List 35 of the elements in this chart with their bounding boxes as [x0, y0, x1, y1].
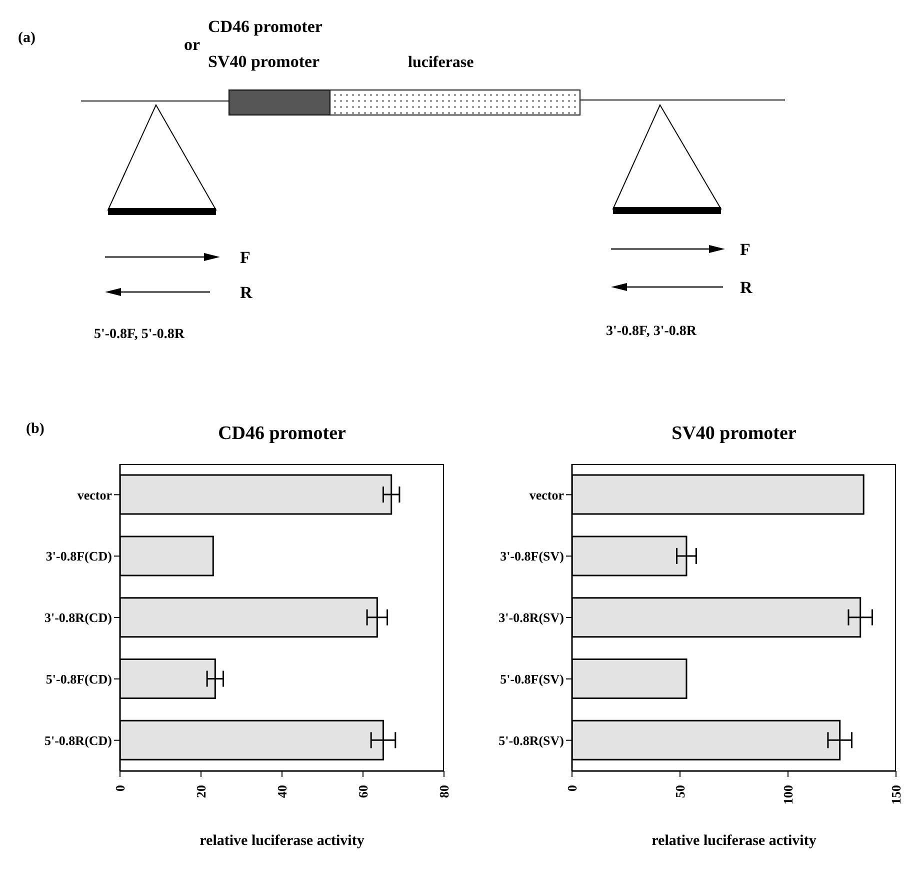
x-tick-label: 60: [356, 785, 370, 798]
y-tick-label: 5'-0.8F(CD): [46, 672, 112, 687]
text: 3'-0.8F, 3'-0.8R: [606, 324, 698, 339]
x-tick-label: 0: [112, 785, 128, 792]
x-tick-label: 20: [194, 785, 208, 798]
y-tick-label: vector: [529, 487, 564, 502]
y-tick-label: 5'-0.8R(CD): [44, 732, 112, 748]
y-tick-label: 3'-0.8F(SV): [500, 548, 564, 564]
text: F: [240, 248, 250, 267]
chart-title: CD46 promoter: [217, 423, 347, 445]
text: luciferase: [408, 54, 474, 71]
y-tick-label: 3'-0.8R(CD): [44, 610, 112, 626]
x-axis-title: relative luciferase activity: [198, 833, 366, 850]
text: or: [184, 35, 200, 54]
text: (a): [18, 30, 36, 46]
x-tick-label: 50: [672, 785, 688, 798]
text: CD46 promoter: [208, 17, 323, 36]
y-tick-label: 3'-0.8R(SV): [498, 610, 564, 626]
text: R: [740, 278, 753, 297]
y-tick-label: 5'-0.8F(SV): [500, 672, 564, 687]
x-tick-label: 100: [780, 785, 796, 804]
text: R: [240, 283, 253, 302]
x-tick-label: 80: [436, 785, 452, 798]
x-tick-label: 40: [274, 785, 290, 798]
x-tick-label: 150: [888, 785, 904, 804]
text: SV40 promoter: [208, 52, 320, 71]
x-tick-label: 0: [564, 785, 580, 792]
text: (b): [26, 421, 44, 438]
x-axis-title: relative luciferase activity: [650, 833, 818, 850]
text: F: [740, 240, 750, 259]
y-tick-label: 5'-0.8R(SV): [498, 732, 564, 748]
y-tick-label: 3'-0.8F(CD): [46, 548, 112, 564]
text: 5'-0.8F, 5'-0.8R: [94, 327, 186, 342]
chart-title: SV40 promoter: [670, 423, 798, 445]
y-tick-label: vector: [77, 487, 112, 502]
